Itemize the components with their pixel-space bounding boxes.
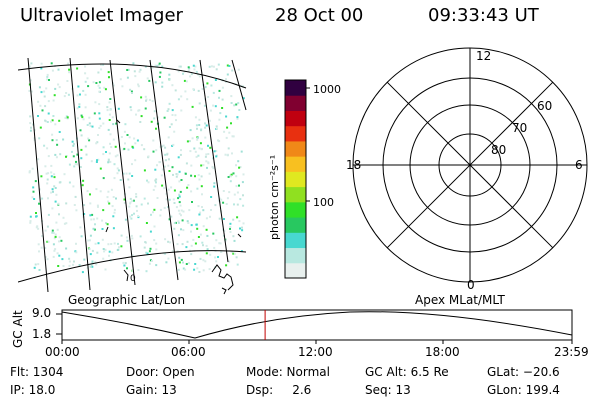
- colorbar: 1000 100 photon cm⁻²s⁻¹: [268, 79, 341, 279]
- colorbar-tick-label: 1000: [313, 83, 341, 96]
- colorbar-segment: [285, 156, 306, 172]
- app-title: Ultraviolet Imager: [20, 5, 183, 26]
- lat-label-60: 60: [537, 99, 552, 113]
- status-mode: Mode: Normal: [246, 365, 330, 379]
- geographic-map: 0: [18, 57, 247, 295]
- colorbar-segment: [285, 140, 306, 157]
- x-tick-label: 06:00: [171, 345, 206, 359]
- lat-lon-grid: [18, 57, 247, 293]
- colorbar-unit-label: photon cm⁻²s⁻¹: [268, 155, 281, 240]
- y-tick-label: 9.0: [32, 306, 52, 320]
- x-tick-label: 12:00: [298, 345, 333, 359]
- lon-marker-label: 0: [130, 274, 136, 284]
- lat-line: [18, 63, 247, 89]
- lon-line: [149, 59, 179, 281]
- map-panel-label: Geographic Lat/Lon: [68, 293, 186, 307]
- colorbar-segment: [285, 262, 306, 279]
- colorbar-segment: [285, 125, 306, 142]
- colorbar-segment: [285, 247, 306, 264]
- lat-label-70: 70: [512, 121, 527, 135]
- colorbar-gradient: [285, 80, 306, 279]
- lat-label-80: 80: [491, 143, 506, 157]
- lon-line: [109, 59, 136, 286]
- uv-emission-pixels: [28, 62, 245, 274]
- x-tick-label: 00:00: [45, 345, 80, 359]
- gc-alt-frame: [61, 309, 573, 341]
- polar-panel-label: Apex MLat/MLT: [415, 293, 505, 307]
- mlt-label-12: 12: [476, 49, 491, 63]
- gc-alt-ylabel: GC Alt: [11, 310, 25, 348]
- status-dsp: Dsp: 2.6: [246, 383, 312, 397]
- lon-line: [27, 57, 49, 293]
- status-flt: Flt: 1304: [10, 365, 64, 379]
- lon-line: [231, 59, 247, 111]
- status-ip: IP: 18.0: [10, 383, 56, 397]
- lat-line: [18, 250, 247, 283]
- colorbar-segment: [285, 171, 306, 188]
- coastline: [105, 119, 242, 295]
- lon-line: [69, 57, 91, 291]
- status-gain: Gain: 13: [126, 383, 177, 397]
- status-glon: GLon: 199.4: [487, 383, 560, 397]
- gc-alt-curve: [61, 311, 573, 339]
- x-tick-label: 23:59: [554, 345, 589, 359]
- y-tick-label: 1.8: [32, 327, 52, 341]
- colorbar-segment: [285, 201, 306, 218]
- mlt-label-18: 18: [346, 158, 361, 172]
- status-door: Door: Open: [126, 365, 195, 379]
- status-gc-alt: GC Alt: 6.5 Re: [365, 365, 449, 379]
- x-tick-label: 18:00: [425, 345, 460, 359]
- mlt-label-0: 0: [467, 278, 475, 292]
- gc-alt-chart: GC Alt: [11, 309, 573, 348]
- meridian-diag: [386, 81, 554, 249]
- colorbar-tick-label: 100: [313, 196, 334, 209]
- observation-time: 09:33:43 UT: [428, 5, 539, 26]
- colorbar-segment: [285, 186, 306, 203]
- colorbar-segment: [285, 80, 306, 96]
- colorbar-segment: [285, 95, 306, 111]
- colorbar-segment: [285, 217, 306, 233]
- polar-plot: [352, 47, 588, 283]
- lon-line: [199, 59, 229, 263]
- colorbar-segment: [285, 110, 306, 127]
- status-glat: GLat: −20.6: [487, 365, 560, 379]
- colorbar-frame: [284, 79, 307, 279]
- mlt-label-6: 6: [575, 158, 583, 172]
- observation-date: 28 Oct 00: [275, 5, 364, 26]
- colorbar-segment: [285, 232, 306, 249]
- status-seq: Seq: 13: [365, 383, 411, 397]
